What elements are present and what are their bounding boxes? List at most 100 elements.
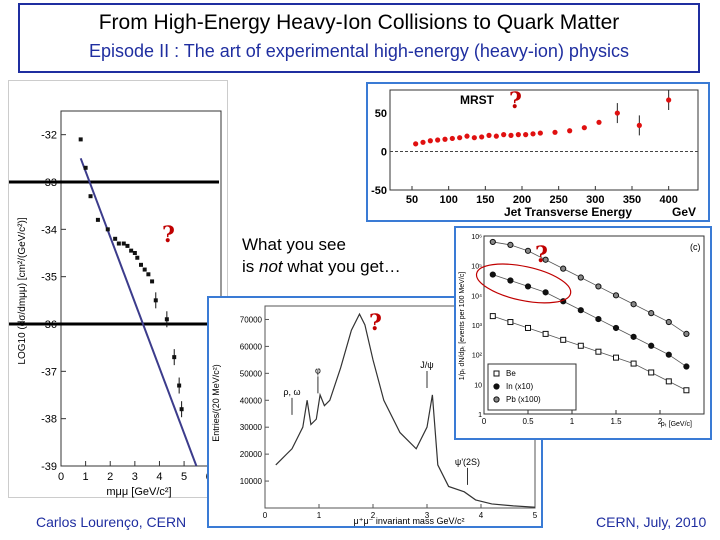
caption-rest: what you get…	[282, 257, 401, 276]
data-point	[581, 125, 587, 131]
data-point	[132, 251, 137, 255]
plot-frame	[389, 89, 699, 191]
y-tick-label: 60000	[240, 342, 263, 351]
x-axis-label: mμμ [GeV/c²]	[106, 486, 171, 498]
data-point	[595, 348, 602, 355]
x-tick-label: 50	[406, 194, 418, 206]
x-tick-label: 0	[263, 511, 268, 520]
legend-box	[487, 363, 577, 411]
data-point	[427, 138, 433, 144]
data-point	[630, 301, 637, 308]
plot-frame	[60, 110, 222, 467]
panel-label: (c)	[690, 242, 701, 252]
data-point	[125, 243, 130, 248]
y-axis-label: 1/pₜ dN/dpₜ [events per 100 MeV/c]	[459, 272, 466, 380]
y-tick-label: -34	[41, 224, 57, 236]
mrst-jet-figure: 50 0 -50 50 100 150 200 250 300 350 400 MRST Jet Tra…	[366, 82, 710, 222]
data-point	[630, 333, 637, 340]
x-tick-label: 100	[439, 194, 457, 206]
caption-not: not	[259, 257, 283, 276]
data-point	[612, 292, 620, 299]
data-point	[413, 141, 419, 147]
x-tick-label: 2	[107, 471, 113, 483]
x-axis-label: pₜ [GeV/c]	[661, 421, 692, 428]
data-point	[464, 133, 470, 139]
y-tick-label: 10²	[472, 353, 483, 360]
data-point	[78, 137, 83, 142]
data-point	[595, 283, 602, 290]
data-point	[524, 247, 532, 254]
data-point	[105, 227, 110, 232]
data-point	[515, 132, 521, 138]
peak-label: J/ψ	[420, 360, 433, 370]
data-point	[501, 132, 507, 138]
y-tick-label: 0	[381, 147, 387, 159]
data-point	[113, 236, 118, 241]
data-point	[577, 274, 584, 281]
data-point	[121, 241, 126, 246]
title-box: From High-Energy Heavy-Ion Collisions to…	[18, 3, 700, 73]
data-point	[507, 319, 514, 326]
y-tick-label: 10⁴	[471, 293, 482, 300]
x-tick-label: 2	[658, 417, 663, 426]
data-point	[507, 241, 514, 248]
x-axis-unit: GeV	[672, 205, 696, 219]
peak-label: ρ, ω	[283, 387, 300, 397]
data-point	[150, 279, 155, 284]
fit-line	[79, 157, 198, 467]
data-point	[457, 135, 463, 141]
data-point	[542, 256, 549, 263]
question-mark-1: ?	[162, 222, 175, 248]
data-point	[116, 241, 121, 246]
x-tick-label: 4	[479, 511, 484, 520]
data-point	[442, 136, 448, 142]
dimuon-cross-section-figure: -32-33-34-35-36-37-38-390123456mμμ [GeV/…	[8, 80, 228, 498]
y-tick-label: 50	[375, 108, 387, 120]
y-tick-label: 50000	[240, 369, 263, 378]
y-tick-label: -50	[371, 185, 387, 197]
slide-title: From High-Energy Heavy-Ion Collisions to…	[98, 11, 620, 34]
y-tick-label: 10⁶	[471, 234, 482, 241]
data-point	[493, 133, 499, 139]
x-tick-label: 300	[586, 194, 604, 206]
caption: What you see is not what you get…	[242, 234, 401, 278]
data-point	[560, 265, 567, 272]
x-tick-label: 3	[425, 511, 430, 520]
caption-is: is	[242, 257, 259, 276]
chart-title: MRST	[460, 93, 495, 107]
footer-date: CERN, July, 2010	[596, 514, 707, 530]
data-point	[471, 135, 477, 141]
spectrum-line	[275, 312, 536, 508]
x-tick-label: 1.5	[610, 417, 622, 426]
y-tick-label: -38	[41, 414, 57, 426]
data-point	[524, 283, 532, 290]
legend-label: Pb (x100)	[506, 395, 541, 404]
data-point	[507, 277, 514, 284]
y-tick-label: 70000	[240, 315, 263, 324]
y-tick-label: 30000	[240, 423, 263, 432]
data-point	[577, 342, 584, 349]
x-tick-label: 350	[623, 194, 641, 206]
legend-marker	[493, 396, 500, 403]
footer-author: Carlos Lourenço, CERN	[36, 514, 187, 530]
data-point	[139, 262, 143, 267]
y-tick-label: -39	[41, 461, 57, 473]
x-axis-label: μ⁺μ⁻ invariant mass GeV/c²	[354, 516, 465, 526]
data-point	[542, 289, 549, 296]
y-axis-label: LOG10 (dσ/dmμμ) [cm²/(GeV/c²)]	[17, 217, 28, 364]
peak-label: ψ'(2S)	[455, 457, 480, 467]
data-point	[489, 313, 496, 320]
pt-spectra-figure: 10⁶ 10⁵ 10⁴ 10³ 10² 10 1 0 0.5 1 1.5 2 pₜ [GeV/c] 1/p…	[454, 226, 712, 440]
data-point	[665, 378, 672, 385]
data-point	[665, 318, 672, 326]
x-tick-label: 1	[570, 417, 575, 426]
y-tick-label: 10⁵	[471, 264, 482, 271]
data-point	[614, 110, 620, 116]
highlight-ellipse	[475, 263, 572, 304]
data-point	[542, 330, 549, 337]
x-tick-label: 0	[58, 471, 64, 483]
data-point	[508, 132, 514, 138]
data-point	[577, 307, 584, 314]
data-point	[129, 248, 134, 253]
